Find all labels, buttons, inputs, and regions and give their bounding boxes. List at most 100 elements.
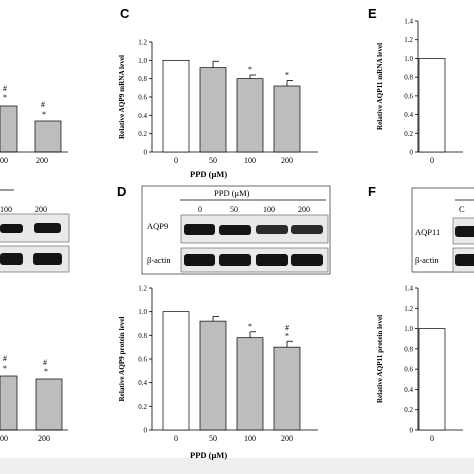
frag-b-bar-2 <box>35 378 63 431</box>
chart-e-ytick-label: 0.6 <box>404 92 413 100</box>
chart-d-xtick-label: 50 <box>209 434 217 443</box>
blot-f-aqp11-band <box>455 226 474 237</box>
frag-b-hash-2: # <box>43 358 47 367</box>
chart-c-xtick-label: 0 <box>174 156 178 165</box>
frag-band-1 <box>0 224 23 233</box>
chart-c-bar <box>236 78 264 153</box>
chart-e-ytick-label: 1.2 <box>404 36 413 44</box>
panel-letter-f: F <box>368 184 376 199</box>
chart-d: 0 0.2 0.4 0.6 0.8 1.0 1.2 Relative AQP9 protein… <box>118 285 318 460</box>
frag-b-bar-1 <box>0 375 18 431</box>
blot-d-lane-1: 0 <box>198 205 202 214</box>
frag-a-hash-2: # <box>41 100 45 109</box>
chart-c-xlabel: PPD (μM) <box>190 169 227 179</box>
chart-f-ytick-label: 0.4 <box>404 386 413 394</box>
chart-d-bar <box>273 346 301 431</box>
chart-c-significance-mark: * <box>248 65 252 74</box>
blot-d-actin-band-2 <box>219 254 251 266</box>
blot-d-lane-3: 100 <box>263 205 275 214</box>
chart-f: 0 0.2 0.4 0.6 0.8 1.0 1.2 1.4 Relative AQP11 pro… <box>376 285 463 443</box>
blot-d-aqp9-band-4 <box>291 225 323 234</box>
chart-f-ytick-label: 1.4 <box>404 285 413 293</box>
blot-d-lane-4: 200 <box>298 205 310 214</box>
chart-d-ytick-label: 0.6 <box>138 356 147 364</box>
chart-c-ytick-label: 1.2 <box>138 39 147 47</box>
frag-b-star-2: * <box>44 367 48 376</box>
chart-d-ytick-label: 0.2 <box>138 403 147 411</box>
chart-d-ytick-label: 0.8 <box>138 332 147 340</box>
chart-e-ytick-label: 1.4 <box>404 18 413 26</box>
chart-d-xlabel: PPD (μM) <box>190 450 227 460</box>
chart-d-ytick-label: 1.0 <box>138 308 147 316</box>
chart-c-ytick-label: 0.6 <box>138 94 147 102</box>
chart-d-xtick-label: 0 <box>174 434 178 443</box>
blot-d-row-actin: β-actin <box>147 255 171 265</box>
chart-e: 0 0.2 0.4 0.6 0.8 1.0 1.2 1.4 Relative AQP11 mRN… <box>376 18 463 165</box>
chart-c-xtick-label: 200 <box>281 156 293 165</box>
chart-c-ylabel: Relative AQP9 mRNA level <box>118 55 126 139</box>
blot-d-aqp9-band-1 <box>184 224 215 235</box>
chart-d-significance-mark: * <box>285 331 289 340</box>
chart-d-xtick-label: 200 <box>281 434 293 443</box>
chart-c-ytick-label: 0.8 <box>138 75 147 83</box>
frag-actin-band-2 <box>33 253 62 265</box>
chart-d-ytick-label: 1.2 <box>138 285 147 293</box>
blot-d-row-aqp9: AQP9 <box>147 221 168 231</box>
frag-b-xtick-2: 200 <box>38 434 50 443</box>
chart-c-bar <box>273 85 301 153</box>
chart-e-ytick-label: 0.2 <box>404 130 413 138</box>
chart-d-bar <box>162 311 190 431</box>
chart-c-xtick-label: 100 <box>244 156 256 165</box>
frag-b-star-1: * <box>3 364 7 373</box>
chart-c-significance-mark: * <box>285 71 289 80</box>
chart-d-bar <box>199 320 227 431</box>
blot-f-row-aqp11: AQP11 <box>415 227 440 237</box>
chart-c-ytick-label: 1.0 <box>138 57 147 65</box>
frag-a-bar-2 <box>34 120 62 153</box>
blot-d-header: PPD (μM) <box>214 188 250 198</box>
chart-f-ytick-label: 1.2 <box>404 305 413 313</box>
chart-e-ytick-label: 0.8 <box>404 74 413 82</box>
frag-a-star-1: * <box>3 93 7 102</box>
frag-b-hash-1: # <box>3 354 7 363</box>
chart-d-xtick-label: 100 <box>244 434 256 443</box>
chart-f-ytick-label: 0.6 <box>404 366 413 374</box>
blot-f-header: C <box>459 204 465 214</box>
chart-f-ytick-label: 1.0 <box>404 325 413 333</box>
panel-letter-e: E <box>368 6 377 21</box>
frag-a-star-2: * <box>42 110 46 119</box>
blot-d-actin-band-4 <box>291 254 323 266</box>
chart-c: 0 0.2 0.4 0.6 0.8 1.0 1.2 Relative AQP9 mRNA le… <box>118 39 318 179</box>
chart-f-bar <box>418 328 446 431</box>
blot-d-aqp9-band-3 <box>256 225 288 234</box>
blot-d-frame <box>141 185 331 275</box>
panel-letter-d: D <box>117 184 126 199</box>
frag-actin-band-1 <box>0 253 23 265</box>
chart-f-ytick-label: 0.2 <box>404 406 413 414</box>
frag-blot-tick-1: 100 <box>0 205 12 214</box>
blot-d: PPD (μM) 0 50 100 200 AQP9 β-actin <box>141 185 331 275</box>
frag-blot-tick-2: 200 <box>35 205 47 214</box>
blot-d-lane-2: 50 <box>230 205 238 214</box>
chart-e-ytick-label: 0.4 <box>404 111 413 119</box>
chart-f-xtick-label: 0 <box>430 434 434 443</box>
footer-strip <box>0 458 474 474</box>
chart-e-ytick-label: 1.0 <box>404 55 413 63</box>
frag-a-xtick-2: 200 <box>36 156 48 165</box>
chart-f-ytick-label: 0 <box>410 427 414 435</box>
chart-e-xtick-label: 0 <box>430 156 434 165</box>
chart-e-ylabel: Relative AQP11 mRNA level <box>376 43 384 130</box>
chart-c-ytick-label: 0.2 <box>138 130 147 138</box>
blot-d-actin-band-1 <box>184 254 215 266</box>
chart-c-xtick-label: 50 <box>209 156 217 165</box>
chart-e-ytick-label: 0 <box>410 149 414 157</box>
chart-f-ylabel: Relative AQP11 protein level <box>376 315 384 403</box>
frag-a-bar-1 <box>0 105 18 153</box>
blot-f-actin-band <box>455 254 474 266</box>
chart-d-significance-mark: # <box>285 323 289 332</box>
frag-a-xtick-1: 00 <box>0 156 8 165</box>
chart-d-significance-mark: * <box>248 322 252 331</box>
blot-f-row-actin: β-actin <box>415 255 439 265</box>
chart-e-bar <box>418 58 446 153</box>
